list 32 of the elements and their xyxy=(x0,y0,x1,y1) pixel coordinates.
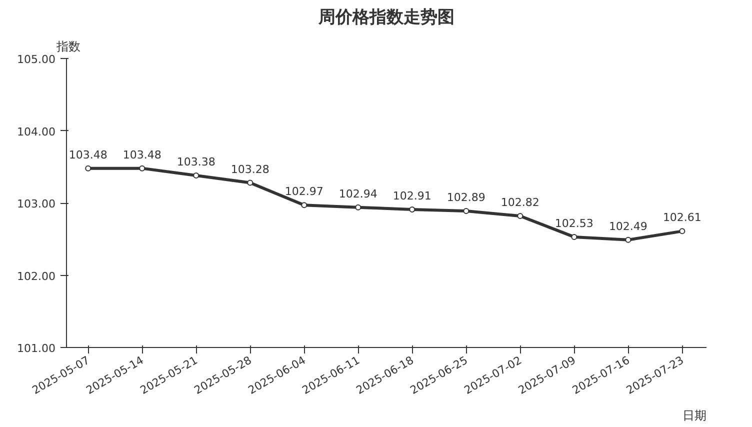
data-label: 103.38 xyxy=(176,156,216,169)
point xyxy=(409,206,416,212)
data-label: 102.89 xyxy=(446,190,486,204)
data-label: 102.94 xyxy=(338,187,378,200)
x-axis-title: 日期 xyxy=(682,408,706,422)
chart-title: 周价格指数走势图 xyxy=(318,8,454,28)
y-tick-label: 105.00 xyxy=(17,53,56,66)
data-label: 102.82 xyxy=(500,196,540,210)
point xyxy=(247,180,254,186)
point xyxy=(517,213,524,219)
point xyxy=(85,165,92,172)
point xyxy=(139,165,146,172)
data-label: 102.49 xyxy=(608,220,648,233)
y-axis-title: 指数 xyxy=(56,40,80,54)
y-tick-label: 101.00 xyxy=(17,342,56,355)
point xyxy=(679,228,686,234)
point xyxy=(193,172,200,179)
y-tick-label: 103.00 xyxy=(17,198,56,210)
data-label: 102.97 xyxy=(284,185,324,198)
data-label: 103.28 xyxy=(230,162,270,176)
data-label: 102.53 xyxy=(554,216,594,230)
y-tick-label: 102.00 xyxy=(17,270,56,283)
y-tick-label: 104.00 xyxy=(17,125,56,138)
data-label: 102.91 xyxy=(392,190,432,203)
point xyxy=(625,236,632,243)
point xyxy=(301,202,308,208)
data-label: 103.48 xyxy=(68,148,108,162)
point xyxy=(463,208,470,214)
point xyxy=(355,204,362,210)
data-label: 102.61 xyxy=(662,211,702,224)
data-label: 103.48 xyxy=(122,148,162,162)
point xyxy=(571,234,578,240)
